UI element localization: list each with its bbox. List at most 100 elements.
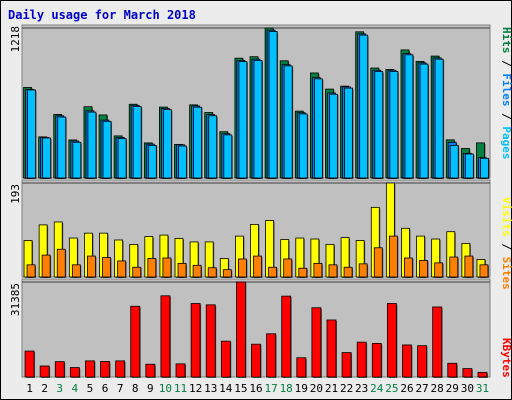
x-tick-label-day-11: 11	[174, 382, 187, 395]
bar-sites-day-20	[313, 262, 323, 278]
x-tick-label-day-8: 8	[132, 382, 139, 395]
bar-kbytes-day-22	[341, 352, 353, 378]
bar-sites-day-5	[87, 255, 97, 278]
legend-sites: Sites	[500, 257, 512, 290]
bar-pages-day-3	[57, 116, 67, 179]
bar-pages-day-8	[132, 106, 143, 179]
bar-pages-day-6	[102, 120, 113, 179]
bar-sites-day-25	[388, 235, 399, 278]
x-tick-label-day-14: 14	[219, 382, 233, 395]
bar-pages-day-7	[117, 138, 128, 179]
bar-pages-day-2	[42, 137, 52, 179]
bar-sites-day-12	[192, 264, 203, 278]
bar-sites-day-9	[147, 258, 157, 278]
bar-sites-day-23	[358, 263, 369, 278]
bar-kbytes-day-16	[251, 343, 262, 378]
legend-hits: Hits	[500, 27, 512, 54]
x-tick-label-day-26: 26	[400, 382, 413, 395]
x-tick-label-day-15: 15	[234, 382, 247, 395]
bar-kbytes-day-29	[447, 362, 458, 378]
x-tick-label-day-17: 17	[264, 382, 277, 395]
x-tick-label-day-5: 5	[87, 382, 94, 395]
legend-kbytes: KBytes	[500, 338, 512, 378]
bar-pages-day-15	[238, 61, 248, 179]
bar-pages-day-30	[464, 153, 475, 179]
bar-pages-day-1	[27, 89, 37, 179]
bar-kbytes-day-26	[402, 344, 413, 378]
bar-kbytes-day-27	[417, 345, 428, 378]
bar-sites-day-18	[283, 258, 293, 278]
x-tick-label-day-28: 28	[431, 382, 444, 395]
panel-bottom-max-label: 31385	[9, 283, 22, 316]
x-tick-label-day-13: 13	[204, 382, 217, 395]
bar-pages-day-23	[359, 34, 369, 180]
bar-kbytes-day-28	[432, 306, 443, 378]
bar-pages-day-5	[87, 111, 97, 179]
bar-sites-day-6	[102, 257, 112, 278]
bar-sites-day-15	[238, 258, 248, 278]
panel-top-legend: Hits / Files / Pages	[500, 27, 512, 160]
bar-pages-day-14	[223, 134, 233, 179]
x-tick-label-day-30: 30	[461, 382, 474, 395]
bar-pages-day-13	[208, 115, 218, 179]
bar-kbytes-day-15	[236, 281, 247, 378]
bar-kbytes-day-12	[190, 303, 202, 378]
bar-pages-day-28	[434, 58, 445, 179]
bar-kbytes-day-9	[145, 363, 156, 378]
bar-kbytes-day-3	[54, 361, 66, 378]
bar-sites-day-28	[434, 262, 444, 278]
bar-sites-day-13	[207, 267, 218, 278]
bar-kbytes-day-21	[326, 319, 337, 378]
bar-kbytes-day-30	[462, 368, 473, 378]
bar-pages-day-31	[480, 157, 490, 179]
x-tick-label-day-27: 27	[415, 382, 428, 395]
bar-sites-day-22	[343, 266, 354, 278]
bar-pages-day-16	[253, 59, 263, 180]
bar-kbytes-day-23	[356, 341, 368, 378]
bar-kbytes-day-1	[24, 350, 36, 378]
bar-sites-day-4	[71, 264, 82, 278]
bar-kbytes-day-6	[100, 361, 111, 378]
bar-pages-day-24	[374, 71, 384, 179]
x-tick-label-day-21: 21	[325, 382, 338, 395]
legend-separator: /	[500, 107, 512, 127]
bar-kbytes-day-17	[266, 333, 277, 378]
bar-kbytes-day-13	[205, 304, 217, 378]
x-tick-label-day-2: 2	[41, 382, 48, 395]
bar-sites-day-8	[132, 266, 142, 278]
legend-pages: Pages	[500, 126, 512, 159]
x-tick-label-day-20: 20	[310, 382, 323, 395]
legend-separator: /	[500, 54, 512, 74]
bar-pages-day-4	[72, 141, 82, 179]
bar-kbytes-day-11	[175, 363, 187, 378]
bar-sites-day-16	[253, 255, 263, 278]
bar-sites-day-29	[449, 256, 459, 278]
bar-pages-day-25	[389, 71, 399, 179]
bar-pages-day-12	[193, 106, 203, 179]
legend-separator: /	[500, 237, 512, 257]
x-tick-label-day-10: 10	[159, 382, 172, 395]
x-tick-label-day-1: 1	[26, 382, 33, 395]
bar-pages-day-26	[404, 54, 414, 179]
bar-pages-day-17	[268, 31, 279, 180]
bar-pages-day-27	[419, 63, 430, 179]
x-tick-label-day-7: 7	[117, 382, 124, 395]
x-tick-label-day-22: 22	[340, 382, 353, 395]
bar-pages-day-9	[147, 144, 158, 179]
bar-sites-day-10	[162, 257, 172, 278]
bar-kbytes-day-14	[220, 340, 232, 378]
panel-top-max-label: 1218	[9, 26, 22, 53]
bar-sites-day-11	[177, 262, 188, 278]
bar-sites-day-27	[419, 260, 429, 278]
bar-pages-day-11	[178, 145, 188, 179]
x-tick-label-day-6: 6	[102, 382, 109, 395]
x-tick-label-day-31: 31	[476, 382, 489, 395]
bar-sites-day-17	[268, 266, 278, 278]
bar-sites-day-14	[222, 269, 233, 278]
bar-kbytes-day-2	[39, 365, 51, 378]
x-tick-label-day-9: 9	[147, 382, 154, 395]
bar-pages-day-29	[449, 144, 460, 179]
x-tick-label-day-4: 4	[72, 382, 79, 395]
bar-kbytes-day-4	[69, 367, 81, 378]
x-tick-label-day-16: 16	[249, 382, 262, 395]
